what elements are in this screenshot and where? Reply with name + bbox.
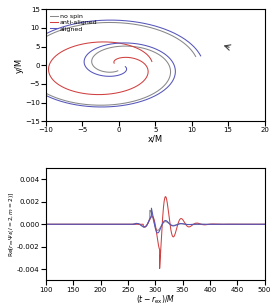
anti-aligned [97,93,100,96]
Legend: no spin, anti-aligned, aligned: no spin, anti-aligned, aligned [49,12,99,33]
no spin [124,101,127,105]
no spin [116,69,119,73]
no spin [113,45,116,49]
aligned [121,72,124,76]
Line: no spin: no spin [24,22,196,105]
aligned [124,65,127,69]
anti-aligned [64,87,68,91]
anti-aligned [112,60,116,63]
Y-axis label: y/M: y/M [14,58,23,73]
anti-aligned [89,92,92,96]
anti-aligned [113,61,116,65]
anti-aligned [102,40,105,44]
X-axis label: x/M: x/M [148,135,163,144]
no spin [111,70,114,74]
anti-aligned [143,62,146,66]
aligned [100,105,103,109]
anti-aligned [150,60,153,63]
no spin [153,91,156,95]
no spin [194,55,197,58]
no spin [99,103,102,107]
aligned [173,75,176,79]
aligned [85,54,88,57]
aligned [153,95,156,98]
aligned [199,54,202,58]
no spin [101,69,104,73]
X-axis label: $(t-r_\mathrm{ex})/M$: $(t-r_\mathrm{ex})/M$ [136,294,175,306]
anti-aligned [115,57,118,61]
Y-axis label: $\mathrm{Re}[r_\mathrm{ex}\Psi_4(l{=}2,m{=}2)]$: $\mathrm{Re}[r_\mathrm{ex}\Psi_4(l{=}2,m… [7,192,16,257]
aligned [125,67,128,71]
Line: anti-aligned: anti-aligned [49,42,152,95]
no spin [117,102,120,106]
aligned [109,18,112,22]
no spin [108,21,112,24]
anti-aligned [61,85,64,89]
Line: aligned: aligned [21,20,201,107]
aligned [157,92,160,95]
